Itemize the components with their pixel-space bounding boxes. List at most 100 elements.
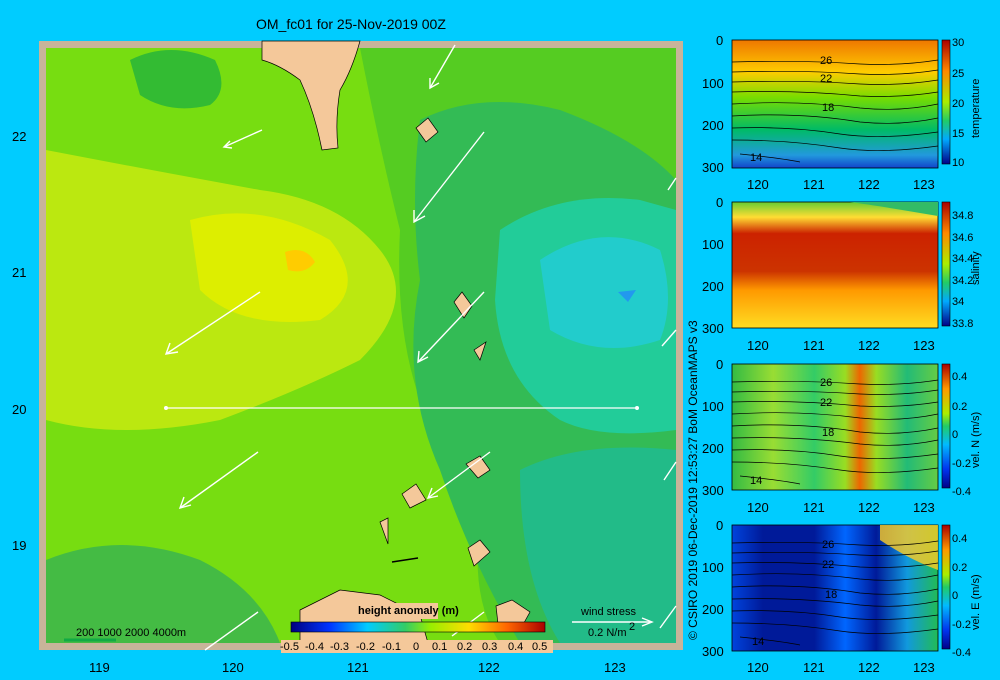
- colorbar-tick: 30: [952, 37, 964, 49]
- colorbar-tick: 34.6: [952, 232, 973, 244]
- wind-arrow: [429, 44, 456, 89]
- depth-tick: 300: [702, 321, 724, 336]
- salinity-section-panel[interactable]: 34.8 34.6 34.4 34.2 34 33.8 salinity 0 1…: [702, 195, 982, 353]
- x-tick: 120: [747, 500, 769, 515]
- contour-label: 14: [750, 475, 762, 487]
- x-tick: 123: [913, 500, 935, 515]
- isotherm-contours: [731, 540, 939, 646]
- depth-tick: 100: [702, 237, 724, 252]
- isotherm-contours: [731, 59, 939, 163]
- x-tick: 122: [858, 660, 880, 675]
- island: [401, 483, 427, 509]
- colorbar-tick: -0.1: [382, 641, 401, 653]
- vel-n-axis-label: vel. N (m/s): [970, 412, 982, 468]
- colorbar-tick: -0.4: [305, 641, 324, 653]
- contour-label: 26: [820, 377, 832, 389]
- scale-bar-label: 200 1000 2000 4000m: [76, 627, 186, 639]
- x-tick: 123: [913, 338, 935, 353]
- x-tick: 121: [803, 500, 825, 515]
- contour-label: 22: [820, 73, 832, 85]
- height-anomaly-field: [46, 48, 676, 643]
- colorbar-tick: 34.8: [952, 210, 973, 222]
- island: [415, 117, 439, 143]
- temperature-section-plot: [731, 39, 939, 169]
- contour-label: 26: [820, 55, 832, 67]
- colorbar-tick: -0.2: [952, 619, 971, 631]
- colorbar-tick: 10: [952, 157, 964, 169]
- section-line[interactable]: [164, 406, 639, 410]
- colorbar-tick: 15: [952, 128, 964, 140]
- section-start-marker: [164, 406, 168, 410]
- wind-arrow: [427, 451, 491, 499]
- wind-arrow-head: [164, 342, 179, 355]
- credit-text: © CSIRO 2019 06-Dec-2019 12:53:27 BoM Oc…: [686, 320, 700, 640]
- colorbar-tick: 0: [952, 590, 958, 602]
- depth-tick: 0: [716, 357, 723, 372]
- island: [465, 455, 491, 479]
- x-tick: 120: [747, 660, 769, 675]
- colorbar-tick: 33.8: [952, 318, 973, 330]
- colorbar-tick: 20: [952, 98, 964, 110]
- depth-tick: 100: [702, 560, 724, 575]
- height-anomaly-colorbar: [290, 621, 546, 633]
- colorbar-title: height anomaly (m): [358, 605, 459, 617]
- wind-arrow: [663, 461, 677, 481]
- depth-tick: 300: [702, 483, 724, 498]
- colorbar-tick: 34.4: [952, 253, 973, 265]
- temperature-colorbar: [941, 39, 951, 165]
- map-title: OM_fc01 for 25-Nov-2019 00Z: [256, 16, 446, 32]
- x-tick: 122: [858, 177, 880, 192]
- vel-e-colorbar: [941, 524, 951, 650]
- temperature-axis-label: temperature: [970, 79, 982, 138]
- depth-tick: 200: [702, 441, 724, 456]
- depth-tick: 0: [716, 33, 723, 48]
- isotherm-contours: [731, 379, 939, 485]
- depth-tick: 100: [702, 399, 724, 414]
- wind-legend-title: wind stress: [580, 606, 637, 618]
- depth-tick: 300: [702, 644, 724, 659]
- depth-tick: 200: [702, 279, 724, 294]
- colorbar-tick: -0.4: [952, 647, 971, 659]
- colorbar-tick: -0.4: [952, 486, 971, 498]
- island: [453, 291, 473, 319]
- wind-legend-value: 0.2 N/m: [588, 627, 627, 639]
- wind-arrow-head: [429, 78, 440, 90]
- colorbar-ticks-bg: [281, 640, 553, 653]
- island: [379, 517, 389, 545]
- lat-tick: 20: [12, 402, 26, 417]
- vel-e-section-panel[interactable]: 26 22 18 14 0.4 0.2 0 -0.2 -0.4 vel. E (…: [702, 518, 982, 675]
- depth-tick: 0: [716, 195, 723, 210]
- salinity-section-plot: [731, 201, 939, 329]
- wind-arrow: [661, 329, 677, 347]
- colorbar-tick: 0.2: [457, 641, 472, 653]
- wind-arrow: [417, 291, 485, 363]
- colorbar-tick: -0.5: [280, 641, 299, 653]
- lon-tick: 119: [89, 660, 110, 675]
- lat-tick: 21: [12, 265, 26, 280]
- contour-label: 14: [752, 636, 764, 648]
- vel-n-section-panel[interactable]: 26 22 18 14 0.4 0.2 0 -0.2 -0.4 vel. N (…: [702, 357, 982, 515]
- colorbar-tick: 0.4: [508, 641, 523, 653]
- wind-arrow: [659, 605, 677, 629]
- salinity-axis-label: salinity: [970, 251, 982, 285]
- wind-arrow-head: [417, 350, 429, 364]
- temperature-section-panel[interactable]: 26 22 18 14 30 25 20 15 10 temperature 0…: [702, 33, 982, 192]
- lat-tick: 22: [12, 129, 26, 144]
- depth-tick: 100: [702, 76, 724, 91]
- wind-arrow-head: [222, 140, 233, 149]
- salinity-colorbar: [941, 201, 951, 327]
- lat-tick: 19: [12, 538, 26, 553]
- lon-tick: 123: [604, 660, 626, 675]
- colorbar-tick: 0.5: [532, 641, 547, 653]
- colorbar-tick: 34: [952, 296, 964, 308]
- colorbar-tick: 0.3: [482, 641, 497, 653]
- colorbar-tick: 0: [952, 429, 958, 441]
- x-tick: 120: [747, 177, 769, 192]
- vel-e-axis-label: vel. E (m/s): [970, 574, 982, 630]
- x-tick: 123: [913, 177, 935, 192]
- map-panel[interactable]: 200 1000 2000 4000m height anomaly (m) -…: [12, 40, 683, 675]
- contour-label: 26: [822, 539, 834, 551]
- contour-label: 18: [825, 589, 837, 601]
- lon-tick: 120: [222, 660, 244, 675]
